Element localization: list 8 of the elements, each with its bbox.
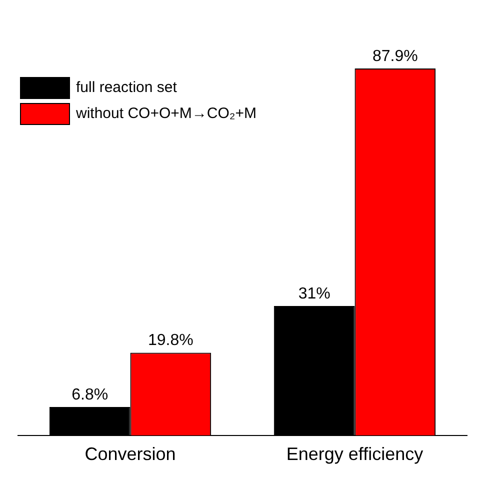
data-label: 19.8% [148,332,194,350]
legend-label: without CO+O+M→CO₂+M [75,105,256,122]
x-tick-label: Energy efficiency [286,444,424,464]
legend-label: full reaction set [76,79,178,96]
data-label: 31% [298,285,330,302]
data-label: 87.9% [372,48,418,65]
x-tick-label: Conversion [84,444,176,464]
data-label: 6.8% [72,386,108,404]
